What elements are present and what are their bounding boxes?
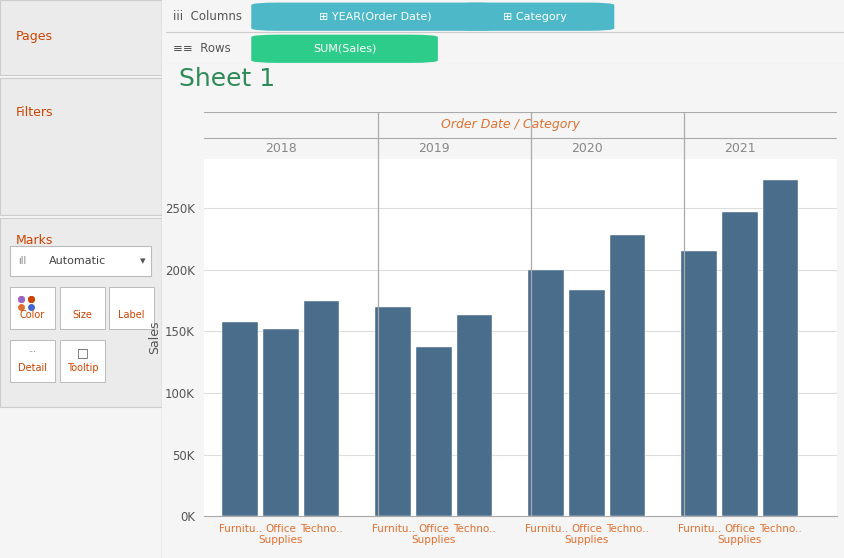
Bar [303, 301, 339, 516]
FancyBboxPatch shape [10, 340, 55, 382]
Text: Label: Label [118, 310, 144, 320]
Text: Size: Size [73, 310, 93, 320]
Bar [721, 212, 757, 516]
Text: Order Date / Category: Order Date / Category [441, 118, 579, 131]
Bar [761, 180, 798, 516]
Text: iii  Columns: iii Columns [173, 9, 242, 22]
Text: SUM(Sales): SUM(Sales) [312, 44, 376, 54]
Text: ⊞ Category: ⊞ Category [502, 12, 565, 22]
Bar [375, 307, 411, 516]
Bar [456, 315, 492, 516]
FancyBboxPatch shape [251, 3, 498, 31]
Text: Color: Color [19, 310, 45, 320]
Text: Pages: Pages [16, 30, 53, 43]
FancyBboxPatch shape [10, 287, 55, 329]
Text: ···: ··· [29, 348, 36, 357]
Text: 2019: 2019 [418, 142, 449, 155]
Bar [0, 78, 162, 215]
Text: ıll: ıll [19, 256, 27, 266]
Y-axis label: Sales: Sales [148, 321, 160, 354]
Text: Marks: Marks [16, 234, 53, 247]
Bar [262, 329, 299, 516]
Bar [415, 348, 452, 516]
Text: ≡≡  Rows: ≡≡ Rows [173, 42, 230, 55]
Bar [222, 321, 258, 516]
Text: Filters: Filters [16, 107, 54, 119]
FancyBboxPatch shape [109, 287, 154, 329]
Text: ⊞ YEAR(Order Date): ⊞ YEAR(Order Date) [318, 12, 431, 22]
Bar [568, 290, 604, 516]
Text: ▾: ▾ [140, 256, 145, 266]
Text: Detail: Detail [18, 363, 47, 373]
Text: Automatic: Automatic [49, 256, 106, 266]
Bar [680, 252, 717, 516]
Text: Sheet 1: Sheet 1 [179, 67, 275, 91]
Text: Tooltip: Tooltip [67, 363, 99, 373]
Bar [528, 270, 564, 516]
FancyBboxPatch shape [60, 287, 106, 329]
Text: 2018: 2018 [265, 142, 296, 155]
FancyBboxPatch shape [251, 35, 437, 63]
Bar [609, 235, 645, 516]
Text: □: □ [77, 346, 89, 359]
FancyBboxPatch shape [60, 340, 106, 382]
Text: 2020: 2020 [571, 142, 602, 155]
Bar [0, 0, 162, 75]
Bar [0, 218, 162, 407]
Text: 2021: 2021 [723, 142, 755, 155]
FancyBboxPatch shape [10, 246, 151, 276]
FancyBboxPatch shape [454, 3, 614, 31]
